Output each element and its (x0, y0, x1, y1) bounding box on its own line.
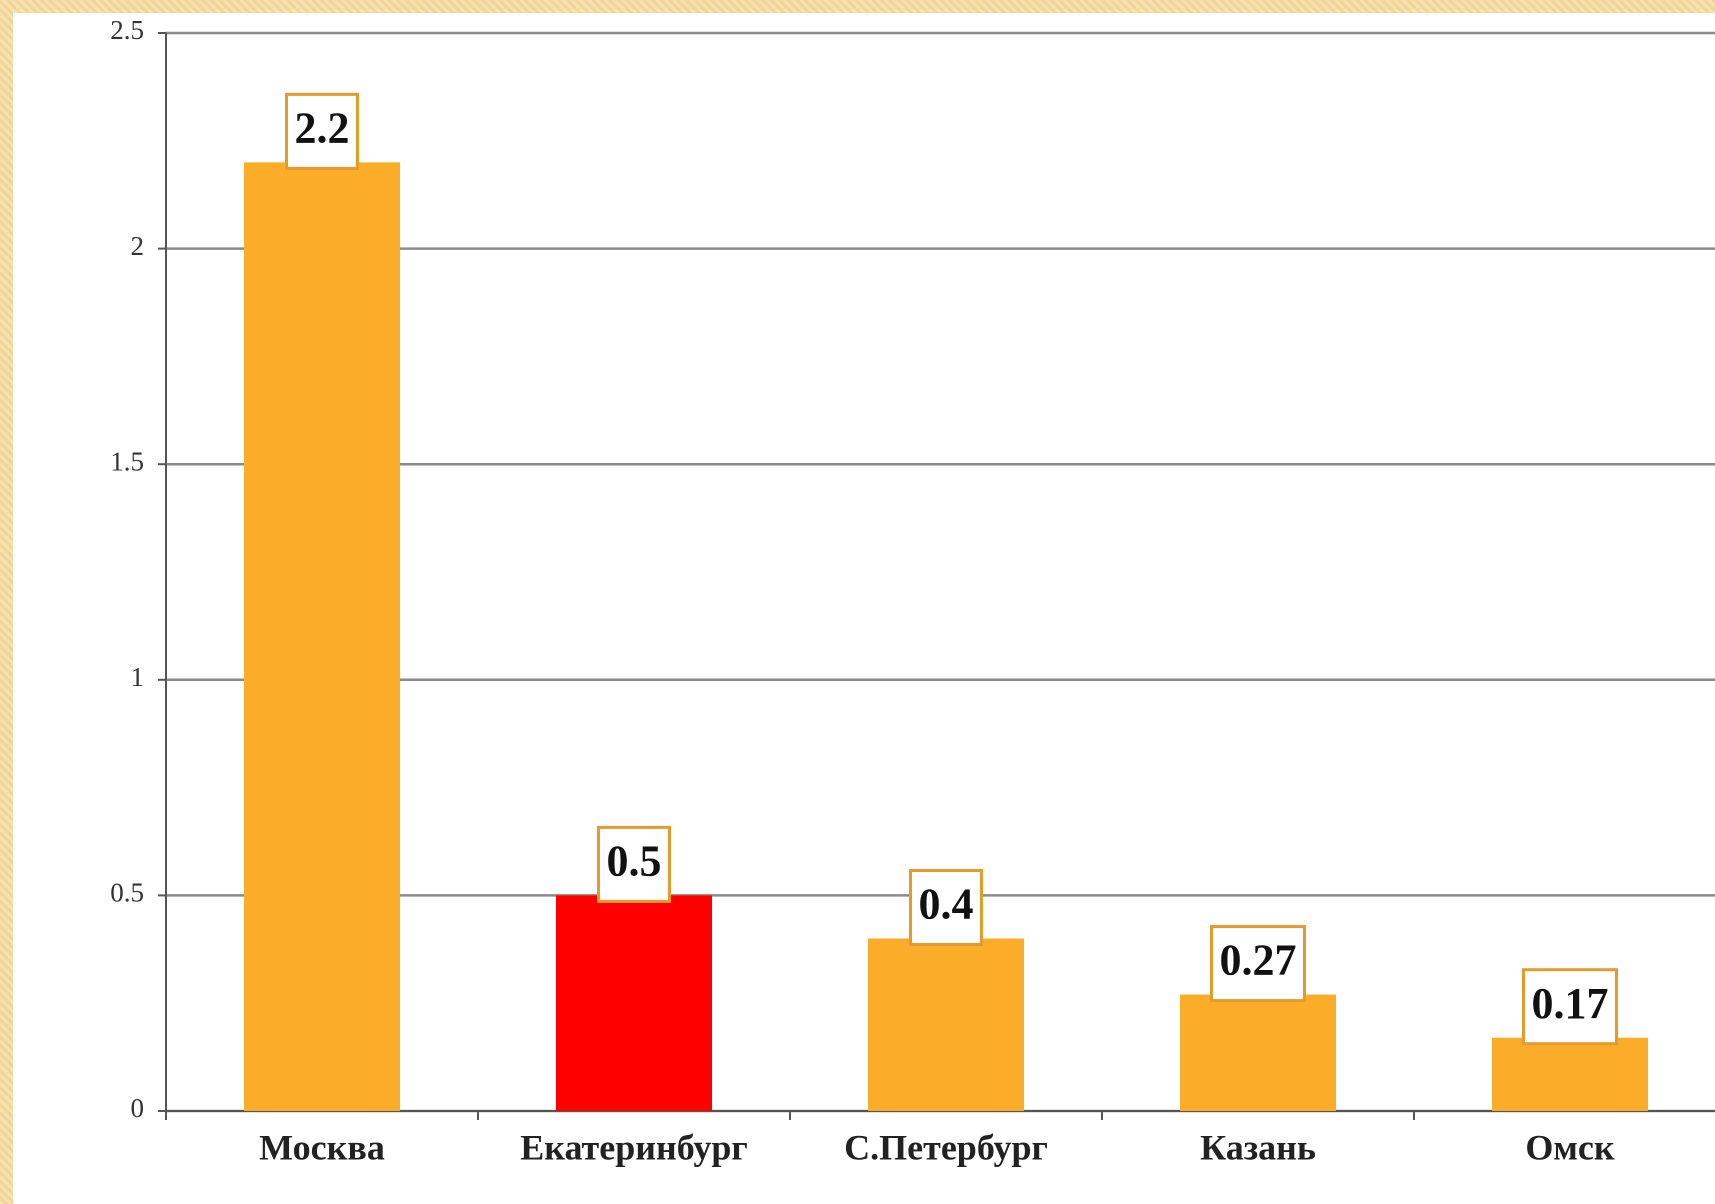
x-tick-label: С.Петербург (844, 1127, 1048, 1167)
x-tick-label: Казань (1200, 1127, 1316, 1167)
value-label: 2.2 (295, 103, 350, 152)
value-label-box (597, 825, 671, 903)
bar (1180, 994, 1336, 1111)
y-tick-label: 2 (131, 231, 145, 261)
x-tick-label: Екатеринбург (520, 1127, 747, 1167)
value-label-box (909, 869, 983, 947)
y-tick-label: 1.5 (110, 446, 144, 476)
y-tick-label: 2.5 (110, 15, 144, 45)
value-label-box (285, 92, 359, 170)
x-tick-label: Москва (259, 1127, 385, 1167)
value-label-box (1522, 968, 1618, 1046)
bar (868, 938, 1024, 1111)
y-tick-label: 1 (131, 662, 145, 692)
bar (244, 162, 400, 1112)
value-label-box (1210, 925, 1306, 1003)
value-label: 0.4 (919, 880, 974, 929)
y-tick-label: 0.5 (110, 878, 144, 908)
bar (1492, 1037, 1648, 1111)
x-tick-label: Омск (1525, 1127, 1615, 1167)
value-label: 0.5 (607, 836, 662, 885)
value-label: 0.17 (1532, 979, 1609, 1028)
y-tick-label: 0 (131, 1093, 145, 1123)
bar (556, 895, 712, 1111)
value-label: 0.27 (1220, 936, 1297, 985)
